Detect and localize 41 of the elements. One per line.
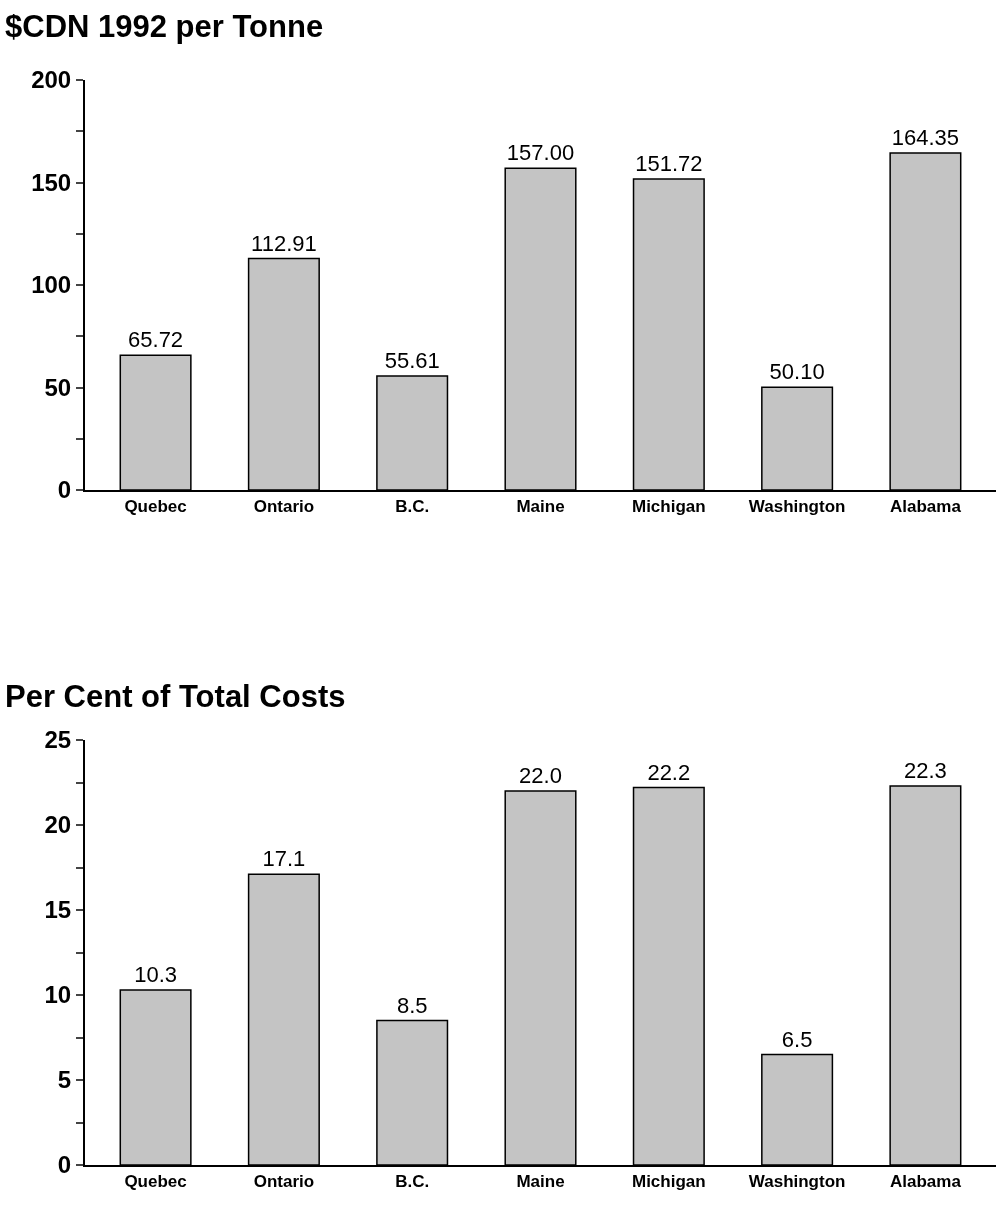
y-tick-label: 200 — [31, 66, 72, 94]
y-tick-label: 15 — [44, 896, 72, 924]
x-tick-label: Alabama — [889, 1172, 962, 1192]
data-label: 17.1 — [262, 846, 306, 872]
y-tick-label: 0 — [57, 476, 72, 504]
x-tick-label: Alabama — [889, 497, 962, 517]
data-label: 8.5 — [396, 992, 428, 1018]
x-tick-label: Ontario — [253, 497, 315, 517]
y-tick-label: 25 — [44, 726, 72, 754]
x-tick-label: Michigan — [631, 497, 706, 517]
y-tick-label: 5 — [57, 1066, 72, 1094]
data-label: 151.72 — [635, 150, 703, 176]
x-tick-label: Maine — [516, 497, 565, 517]
x-tick-label: Michigan — [631, 1172, 706, 1192]
y-tick-label: 0 — [57, 1151, 72, 1179]
data-label: 10.3 — [134, 961, 177, 987]
x-tick-label: Ontario — [253, 1172, 315, 1192]
x-tick-label: Maine — [516, 1172, 565, 1192]
x-tick-label: B.C. — [395, 1172, 430, 1192]
x-tick-label: Quebec — [124, 1172, 187, 1192]
data-label: 55.61 — [384, 348, 440, 373]
y-tick-label: 20 — [44, 811, 72, 839]
data-label: 6.5 — [781, 1026, 813, 1052]
y-tick-label: 50 — [44, 373, 72, 401]
x-tick-label: B.C. — [395, 497, 430, 517]
chart-title: Per Cent of Total Costs — [5, 678, 346, 714]
chart-title: $CDN 1992 per Tonne — [5, 8, 324, 44]
data-label: 112.91 — [251, 230, 317, 256]
x-tick-label: Washington — [748, 497, 846, 517]
x-tick-label: Washington — [748, 1172, 846, 1192]
data-label: 65.72 — [128, 327, 184, 353]
x-tick-label: Quebec — [124, 497, 187, 517]
data-label: 22.0 — [519, 763, 562, 788]
data-label: 50.10 — [769, 359, 825, 385]
y-tick-label: 150 — [31, 168, 72, 196]
y-tick-label: 10 — [44, 981, 72, 1009]
data-label: 164.35 — [891, 125, 960, 151]
data-label: 157.00 — [506, 140, 575, 166]
y-tick-label: 100 — [31, 271, 72, 299]
data-label: 22.2 — [647, 759, 691, 785]
data-label: 22.3 — [904, 757, 947, 783]
